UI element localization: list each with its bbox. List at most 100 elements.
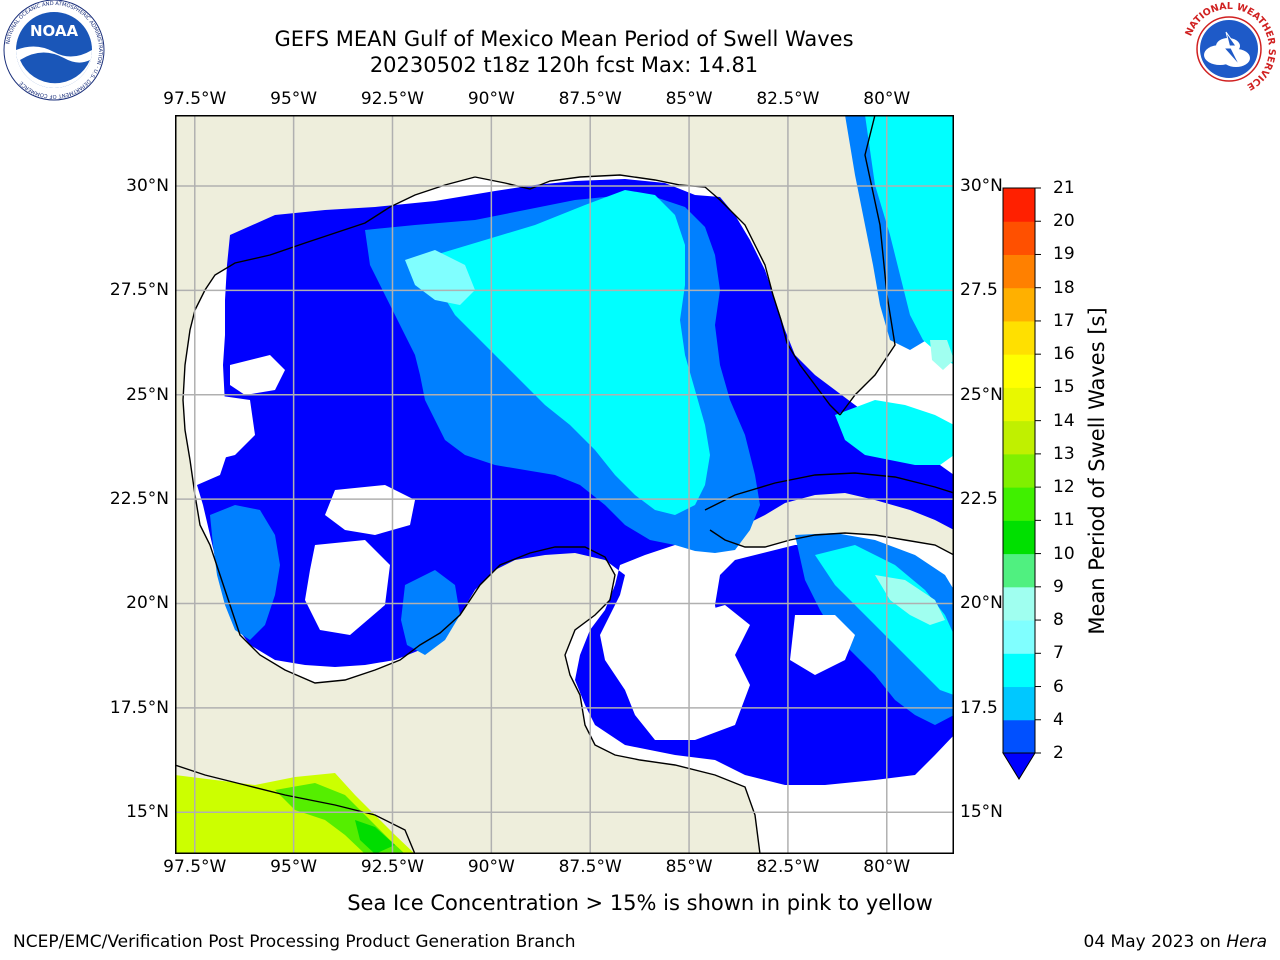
colorbar-tick-label: 9 <box>1053 576 1064 597</box>
lon-tick-label-top: 80°W <box>863 89 911 109</box>
lat-tick-label-left: 25°N <box>126 384 169 405</box>
colorbar-swatch <box>1003 387 1035 422</box>
map-plot <box>175 115 954 854</box>
map-frame <box>175 115 954 854</box>
colorbar-swatch <box>1003 553 1035 588</box>
colorbar-tick-label: 14 <box>1053 410 1075 431</box>
nws-logo: NATIONAL WEATHER SERVICE <box>1182 1 1277 96</box>
swell-gap-2 <box>205 395 255 460</box>
lat-tick-label-right: 30°N <box>960 175 1003 196</box>
swell-pacific-field <box>175 773 415 854</box>
colorbar-swatch <box>1003 453 1035 488</box>
colorbar-tick-label: 7 <box>1053 643 1064 664</box>
footer-date-text: 04 May 2023 on <box>1083 932 1221 952</box>
lon-tick-label-bot: 97.5°W <box>163 857 227 877</box>
lon-tick-label-top: 92.5°W <box>360 89 425 109</box>
lon-tick-label-bot: 95°W <box>270 857 318 877</box>
lon-tick-label-top: 97.5°W <box>163 89 227 109</box>
lat-tick-label-right: 20°N <box>960 593 1003 614</box>
colorbar-tick-label: 2 <box>1053 743 1064 763</box>
colorbar-frame <box>1002 187 1036 754</box>
colorbar-swatch <box>1003 520 1035 555</box>
colorbar-tick-label: 19 <box>1053 244 1075 265</box>
colorbar-tick-label: 11 <box>1053 510 1075 531</box>
footer-host: Hera <box>1226 932 1267 952</box>
swell-7-8-caribbean <box>875 575 945 625</box>
noaa-logo: NOAA NATIONAL OCEANIC AND ATMOSPHERIC AD… <box>3 0 105 101</box>
colorbar-swatch <box>1003 354 1035 388</box>
colorbar-swatch <box>1003 420 1035 455</box>
swell-4-6-yucatan <box>401 570 460 655</box>
lat-tick-label-right: 15°N <box>960 802 1003 823</box>
lat-tick-label-right: 17.5 <box>960 697 998 718</box>
lon-tick-label-top: 87.5°W <box>558 89 622 109</box>
colorbar-swatch <box>1003 487 1035 521</box>
colorbar-tick-label: 12 <box>1053 477 1075 498</box>
swell-gap-1 <box>230 355 285 395</box>
swell-field <box>197 115 954 785</box>
lat-tick-label-left: 22.5°N <box>109 489 169 510</box>
swell-7-8 <box>405 250 475 305</box>
swell-gap-5 <box>790 615 855 675</box>
colorbar-swatch <box>1003 188 1035 222</box>
colorbar-label: Mean Period of Swell Waves [s] <box>1085 307 1109 635</box>
colorbar-extend-arrow <box>1002 752 1036 780</box>
coastline <box>175 115 954 854</box>
colorbar-swatch <box>1003 287 1035 322</box>
swell-6-7-caribbean <box>815 545 954 695</box>
colorbar-swatch <box>1003 620 1035 654</box>
lat-tick-label-left: 17.5°N <box>109 697 169 718</box>
lon-tick-label-top: 95°W <box>270 89 318 109</box>
colorbar <box>1002 187 1041 780</box>
noaa-logo-text: NOAA <box>30 22 79 40</box>
colorbar-swatch <box>1003 653 1035 688</box>
map-title: GEFS MEAN Gulf of Mexico Mean Period of … <box>274 27 854 51</box>
footer-date: 04 May 2023 on Hera <box>1084 932 1268 952</box>
lat-tick-label-right: 27.5 <box>960 280 998 301</box>
swell-gap-4 <box>305 540 390 635</box>
colorbar-tick-label: 20 <box>1053 211 1075 232</box>
lat-tick-label-right: 22.5 <box>960 489 998 510</box>
swell-6-7-straits <box>835 400 954 465</box>
lon-tick-label-bot: 87.5°W <box>558 857 622 877</box>
colorbar-tick-label: 21 <box>1053 178 1075 198</box>
colorbar-tick-label: 18 <box>1053 277 1075 298</box>
footer-branch: NCEP/EMC/Verification Post Processing Pr… <box>13 932 576 952</box>
colorbar-tick-label: 17 <box>1053 310 1075 331</box>
lat-tick-label-right: 25°N <box>960 384 1003 405</box>
colorbar-tick-label: 6 <box>1053 676 1064 697</box>
lat-tick-label-left: 27.5°N <box>109 280 169 301</box>
lon-tick-label-top: 90°W <box>467 89 515 109</box>
swell-8-9-florida <box>930 340 954 370</box>
colorbar-tick-label: 15 <box>1053 377 1075 398</box>
swell-4-6-bay <box>210 505 280 640</box>
lat-tick-label-left: 30°N <box>126 175 169 196</box>
swell-11-12 <box>355 820 395 854</box>
colorbar-tick-label: 8 <box>1053 610 1064 631</box>
lon-tick-label-bot: 82.5°W <box>756 857 820 877</box>
lon-tick-label-bot: 92.5°W <box>360 857 425 877</box>
colorbar-tick-label: 4 <box>1053 709 1064 730</box>
colorbar-swatch <box>1003 719 1035 754</box>
lat-tick-label-left: 20°N <box>126 593 169 614</box>
graticule <box>175 115 954 854</box>
colorbar-swatch <box>1003 586 1035 621</box>
colorbar-swatch <box>1003 686 1035 721</box>
colorbar-tick-label: 13 <box>1053 443 1075 464</box>
land-north-america <box>175 115 954 854</box>
lon-tick-label-top: 85°W <box>665 89 713 109</box>
colorbar-swatch <box>1003 254 1035 289</box>
colorbar-tick-label: 16 <box>1053 344 1075 365</box>
sea-ice-note: Sea Ice Concentration > 15% is shown in … <box>347 891 933 915</box>
swell-6-7 <box>435 190 710 515</box>
colorbar-swatch <box>1003 320 1035 355</box>
swell-gap-6 <box>685 605 750 665</box>
lon-tick-label-top: 82.5°W <box>756 89 820 109</box>
lat-tick-label-left: 15°N <box>126 802 169 823</box>
lon-tick-label-bot: 90°W <box>467 857 515 877</box>
lon-tick-label-bot: 85°W <box>665 857 713 877</box>
map-subtitle-forecast: 20230502 t18z 120h fcst Max: 14.81 <box>369 53 759 77</box>
colorbar-tick-label: 10 <box>1053 543 1075 564</box>
lon-tick-label-bot: 80°W <box>863 857 911 877</box>
colorbar-swatch <box>1003 221 1035 255</box>
